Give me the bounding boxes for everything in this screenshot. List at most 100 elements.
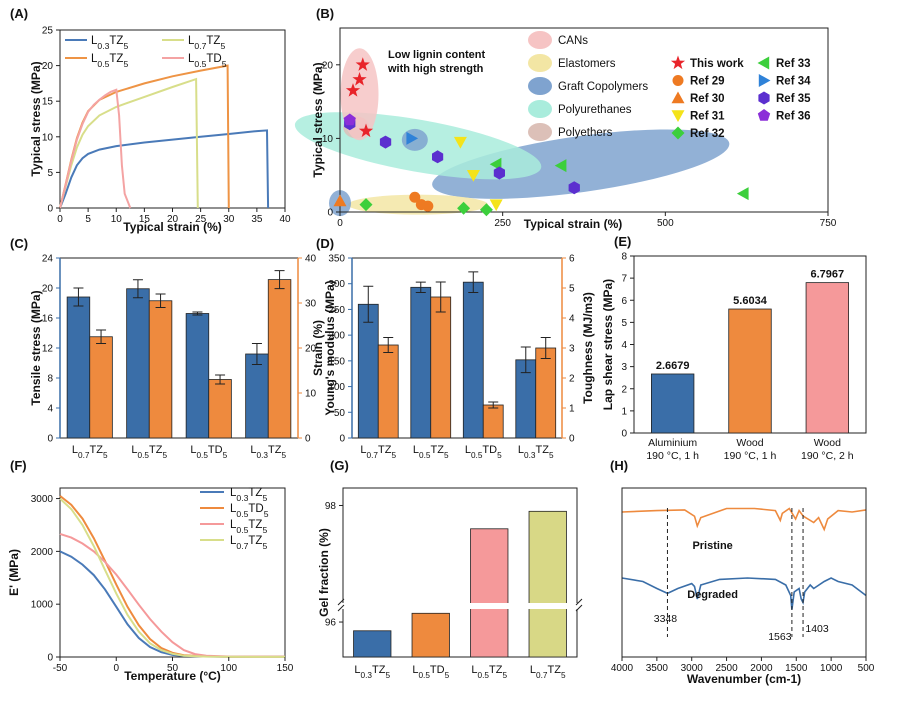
- y-tick-label: 16: [42, 314, 54, 325]
- x-category-label-sub: 0.5: [478, 671, 490, 680]
- panel-label: (F): [10, 458, 27, 473]
- y-tick-label: 2000: [31, 547, 54, 558]
- series-line-L0.7TZ5: [59, 497, 286, 658]
- x-category-label: L0.3TZ5: [354, 664, 390, 680]
- series-label: Pristine: [692, 540, 732, 552]
- error-bar: [415, 281, 426, 293]
- legend-label: Ref 35: [776, 93, 811, 105]
- panel-label: (E): [614, 234, 631, 249]
- peak-label: 3348: [654, 613, 678, 625]
- x-category-label: Wood: [736, 437, 763, 449]
- x-category-label-sub: 0.3: [257, 451, 269, 460]
- marker-circle: [672, 75, 684, 86]
- x-tick-label: 20: [167, 214, 179, 225]
- legend-label: L0.7TZ5: [230, 535, 267, 551]
- annotation-text: Low lignin content with high strength: [387, 49, 485, 75]
- bar: [410, 286, 432, 439]
- y-tick-label: 3: [569, 344, 575, 355]
- x-tick-label: 10: [111, 214, 123, 225]
- peak-label: 1403: [805, 623, 829, 635]
- x-category-label: 190 °C, 1 h: [646, 450, 699, 462]
- x-category-label-base: L: [360, 444, 366, 456]
- error-bar: [488, 401, 499, 409]
- y-tick-label: 0: [569, 434, 575, 445]
- x-tick-label: 150: [277, 663, 294, 674]
- x-tick-label: 2000: [750, 663, 773, 674]
- y-axis-title: Young's modulus (MPa): [323, 280, 337, 415]
- x-category-label-sub: 0.7: [536, 671, 548, 680]
- bar: [185, 313, 210, 439]
- y-tick-label: 10: [42, 132, 54, 143]
- error-bar: [383, 337, 394, 353]
- panel-h: Pristine Degraded 3348 1563 1403 4000 3500 3000…: [610, 458, 875, 686]
- y-axis-title: Typical stress (MPa): [311, 62, 325, 177]
- x-category-label-sub: 0.3: [524, 451, 536, 460]
- x-category-label: L0.5TZ5: [471, 664, 507, 680]
- x-tick-label: 25: [195, 214, 207, 225]
- x-category-label: L0.5TD5: [465, 444, 502, 460]
- legend-label-base: L: [188, 53, 195, 65]
- x-category-label-base: L: [190, 444, 196, 456]
- spectrum-Degraded: [621, 577, 867, 610]
- x-tick-label: 100: [220, 663, 237, 674]
- legend-label-sub2: 5: [264, 509, 269, 519]
- marker-triangle-left: [736, 187, 749, 201]
- x-category-label-tail: TD: [208, 444, 223, 456]
- error-bar: [468, 271, 479, 293]
- legend-region-swatch: [528, 123, 552, 141]
- y-tick-label: 100: [328, 382, 345, 393]
- legend-label: Ref 31: [690, 111, 725, 123]
- legend-label-base: L: [91, 53, 98, 65]
- x-category-label-tail: TZ: [378, 444, 392, 456]
- legend-label-sub: 0.3: [236, 493, 248, 503]
- legend-label: L0.5TD5: [188, 53, 227, 69]
- y-tick-label: 6: [569, 254, 575, 265]
- x-category-label-sub2: 5: [445, 671, 450, 680]
- error-bar: [192, 311, 203, 316]
- error-bar: [435, 281, 446, 313]
- x-category-label: L0.7TZ5: [530, 664, 566, 680]
- error-bar: [540, 337, 551, 359]
- x-category-label-sub2: 5: [385, 671, 390, 680]
- error-bar: [96, 329, 107, 344]
- bar: [126, 288, 150, 439]
- series-line-L0.5TD5: [59, 88, 132, 209]
- x-category-label-tail: TZ: [489, 664, 503, 676]
- legend-label-sub2: 5: [262, 525, 267, 535]
- x-tick-label: 250: [494, 218, 511, 229]
- spectrum-Pristine: [621, 507, 867, 532]
- panel-a: 0 5 10 15 20 25 0 5 10 15 20 25 30 35 40 Typical stress…: [10, 6, 291, 234]
- y-tick-label: 4: [569, 314, 575, 325]
- x-category-label-tail: TZ: [372, 664, 386, 676]
- plot-frame: [621, 487, 867, 658]
- x-category-label-tail: TZ: [268, 444, 282, 456]
- error-bar: [215, 374, 226, 385]
- y-tick-label: 15: [42, 97, 54, 108]
- legend-label-base: L: [91, 35, 98, 47]
- series-line-L0.3TZ5: [59, 129, 270, 209]
- x-tick-label: 15: [139, 214, 151, 225]
- x-category-label-sub: 0.7: [78, 451, 90, 460]
- panel-d: L0.7TZ5 L0.5TZ5 L0.5TD5 L0.3TZ5050100150200…: [316, 236, 595, 460]
- x-category-label-base: L: [250, 444, 256, 456]
- y-tick-label: 6: [621, 296, 627, 307]
- legend-label-base: L: [230, 519, 237, 531]
- legend-label-tail: TZ: [206, 35, 220, 47]
- x-tick-label: 1000: [820, 663, 843, 674]
- y-tick-label: 250: [328, 305, 345, 316]
- y-tick-label: 2: [569, 374, 575, 385]
- panel-label: (A): [10, 6, 28, 21]
- y-axis-title: Typical stress (MPa): [29, 61, 43, 176]
- marker-pentagon: [343, 113, 356, 126]
- series-line-L0.5TZ5: [59, 532, 286, 658]
- y-tick-label: 20: [42, 61, 54, 72]
- legend-label-tail: TZ: [248, 487, 262, 499]
- x-category-label-sub2: 5: [561, 671, 566, 680]
- legend-label: Graft Copolymers: [558, 81, 648, 93]
- y-tick-label: 3000: [31, 494, 54, 505]
- bar: [411, 612, 450, 658]
- y-tick-label: 96: [325, 618, 337, 629]
